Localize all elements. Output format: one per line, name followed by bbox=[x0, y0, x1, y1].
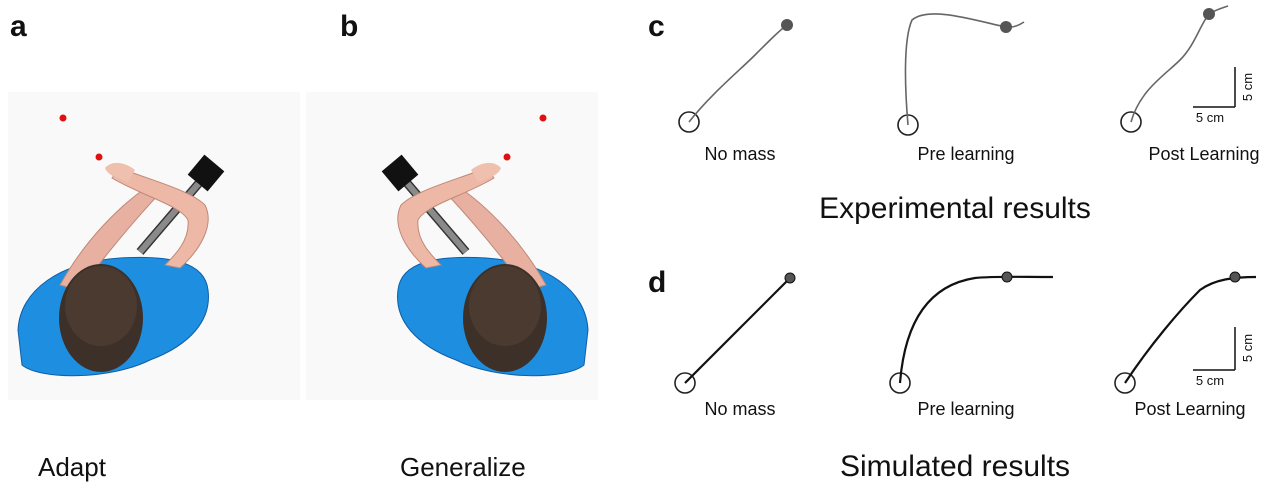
panel-label: d bbox=[648, 266, 666, 299]
scale-label: 5 cm bbox=[1240, 334, 1255, 362]
scale-label: 5 cm bbox=[1196, 110, 1224, 125]
condition-label: No mass bbox=[704, 144, 775, 164]
condition-label: Post Learning bbox=[1134, 399, 1245, 419]
condition-label: Pre learning bbox=[917, 399, 1014, 419]
scale-label: 5 cm bbox=[1240, 73, 1255, 101]
condition-label: No mass bbox=[704, 399, 775, 419]
section-title: Experimental results bbox=[819, 192, 1091, 225]
panel-label: a bbox=[10, 10, 27, 43]
figure: a b c d Adapt Generalize No mass Pre lea… bbox=[0, 0, 1269, 484]
simulated-trajectories bbox=[675, 272, 1256, 393]
condition-label: Pre learning bbox=[917, 144, 1014, 164]
condition-label: Post Learning bbox=[1148, 144, 1259, 164]
generalize-illustration bbox=[306, 92, 598, 400]
panel-label: c bbox=[648, 10, 665, 43]
section-title: Simulated results bbox=[840, 450, 1070, 483]
experimental-trajectories bbox=[679, 6, 1235, 135]
adapt-illustration bbox=[8, 92, 300, 400]
scale-label: 5 cm bbox=[1196, 373, 1224, 388]
caption: Adapt bbox=[38, 452, 107, 482]
panel-label: b bbox=[340, 10, 358, 43]
caption: Generalize bbox=[400, 452, 526, 482]
